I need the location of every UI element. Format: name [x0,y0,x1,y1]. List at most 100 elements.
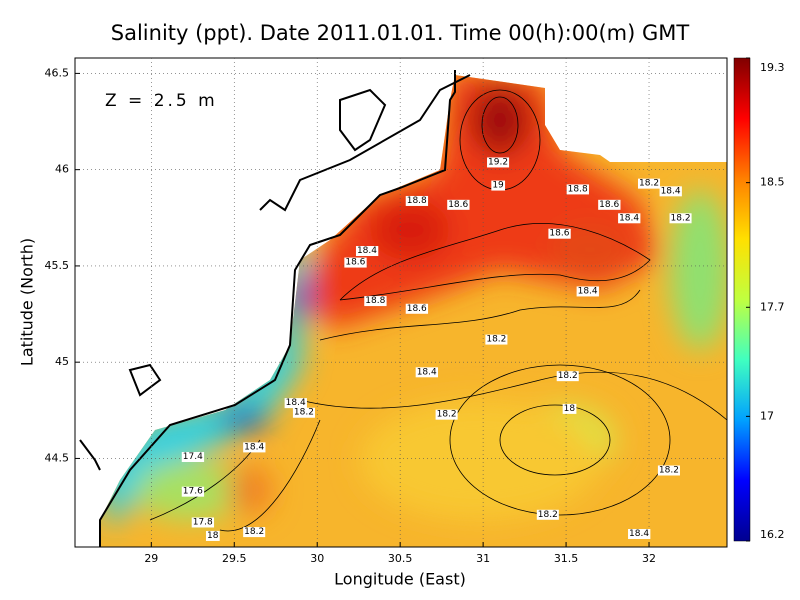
contour-label-box [548,228,571,239]
contour-label-box [205,530,220,541]
colorbar-tick-label: 16.2 [760,528,785,541]
contour-label-box [659,186,682,197]
x-tick-label: 30.5 [388,552,413,565]
contour-label: 17.4 [181,452,205,463]
contour-label: 18.2 [638,178,661,189]
contour-label-box [355,246,379,257]
contour-label-text: 18.2 [244,527,264,537]
contour-label-text: 18.4 [629,529,649,539]
contour-label-box [292,407,315,418]
contour-label-box [487,157,510,168]
contour-label-text: 19 [492,181,504,191]
contour-label-text: 18 [564,404,576,414]
contour-label-box [485,334,508,345]
contour-label: 18.4 [355,246,379,257]
contour-label-box [191,517,215,528]
contour-label: 18.2 [556,371,579,382]
contour-label: 18.4 [618,213,641,224]
contour-label-box [344,257,367,268]
contour-label-text: 18 [207,531,219,541]
contour-label: 17.8 [191,517,215,528]
contour-label-box [638,178,661,189]
contour-label-text: 18.4 [244,442,264,452]
contour-label: 18.4 [415,367,439,378]
contour-label-box [536,509,559,520]
contour-label-box [284,398,307,409]
contour-label-box [598,199,621,210]
contour-label: 18.6 [548,228,571,239]
contour-label: 18.2 [243,527,266,538]
contour-label-text: 18.4 [417,367,437,377]
contour-label-box [628,529,651,540]
contour-label-box [364,296,387,307]
contour-label-text: 18.6 [345,258,365,268]
y-tick-label: 45 [55,355,69,368]
field [79,70,727,547]
contour-label-box [243,527,266,538]
contour-label: 19 [491,180,506,191]
contour-label: 18.2 [669,213,692,224]
contour-label-text: 18.6 [599,200,619,210]
contour-label: 18 [562,403,577,414]
contour-label: 18 [205,530,220,541]
contour-label: 18.4 [659,186,682,197]
contour-label-text: 18.4 [357,246,377,256]
contour-label-text: 18.8 [568,184,588,194]
contour-label: 18.8 [364,296,387,307]
contour-label-box [181,452,205,463]
x-tick-label: 32 [642,552,656,565]
contour-label: 18.6 [447,199,470,210]
contour-label: 18.2 [435,409,458,420]
annotation: Z = 2.5 m [105,91,218,111]
contour-label-text: 18.4 [578,286,598,296]
plot-frame [74,57,728,548]
y-tick-label: 46 [55,163,69,176]
contour-label-box [576,286,599,297]
contour-label-text: 18.2 [437,410,457,420]
contour-label: 18.8 [566,184,589,195]
contour-label-box [181,486,205,497]
contour-label-text: 17.4 [183,452,203,462]
contour-label-box [447,199,470,210]
contour-label: 18.6 [598,199,621,210]
contour-label-text: 18.2 [639,179,659,189]
contour-label-text: 18.2 [538,510,558,520]
contour-label: 18.6 [344,257,367,268]
contour-label-text: 18.4 [619,213,639,223]
chart-title: Salinity (ppt). Date 2011.01.01. Time 00… [111,21,690,45]
x-tick-label: 29 [144,552,158,565]
contour-label-box [562,403,577,414]
contour-label: 18.4 [628,529,651,540]
contour-label-text: 18.2 [294,408,314,418]
contour-label-text: 18.8 [407,196,427,206]
x-tick-label: 31 [476,552,490,565]
contour-label-text: 17.6 [183,487,203,497]
contour-label-text: 19.2 [488,157,508,167]
contour-label-text: 18.2 [486,335,506,345]
contour-label: 18.4 [284,398,307,409]
contour-label-text: 18.8 [365,296,385,306]
contour-label: 18.2 [657,465,680,476]
x-tick-label: 29.5 [222,552,247,565]
contour-label-box [657,465,680,476]
contour-label-box [566,184,589,195]
x-tick-label: 31.5 [554,552,579,565]
contour-label-text: 18.6 [407,304,427,314]
colorbar-tick-label: 17 [760,409,774,422]
contour-label-text: 18.2 [558,371,578,381]
colorbar [733,57,751,542]
contour-label-box [556,371,579,382]
colorbar-tick-label: 19.3 [760,61,785,74]
contour-label: 18.2 [485,334,508,345]
contour-label-box [435,409,458,420]
contour-label-box [243,442,266,453]
x-tick-label: 30 [310,552,324,565]
y-tick-label: 46.5 [45,66,70,79]
contour-label: 18.2 [292,407,315,418]
contour-label-text: 17.8 [193,517,213,527]
y-tick-label: 45.5 [45,259,70,272]
contour-label-text: 18.4 [661,186,681,196]
colorbar-tick-label: 18.5 [760,176,785,189]
colorbar-tick-label: 17.7 [760,300,785,313]
